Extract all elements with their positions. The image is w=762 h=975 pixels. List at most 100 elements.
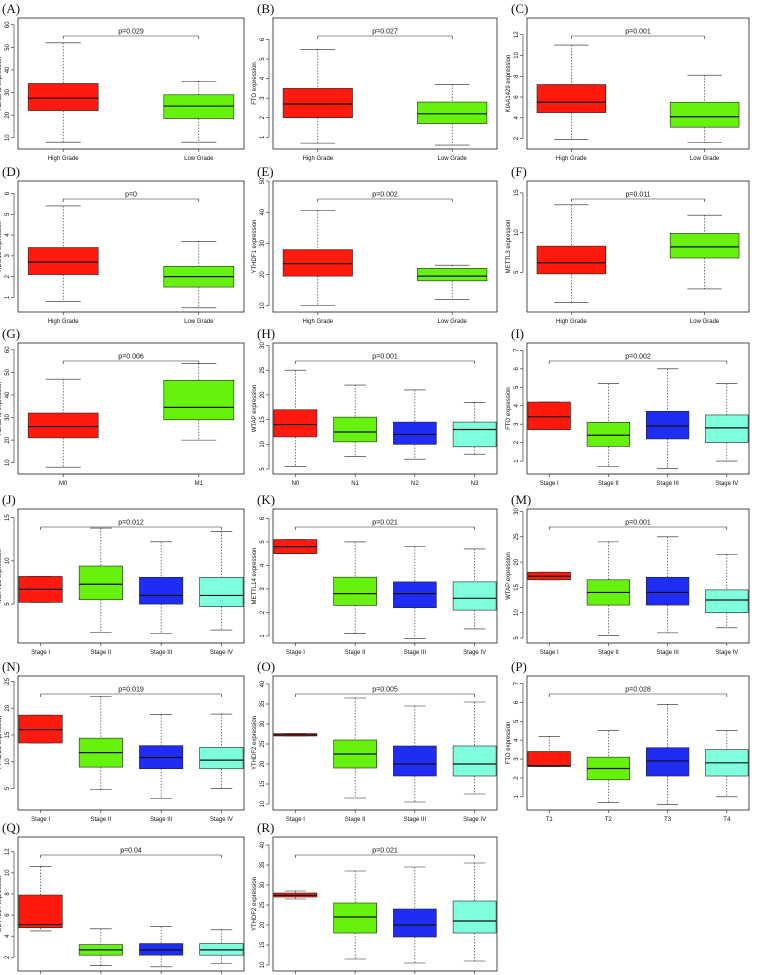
p-value-label: p=0.027: [372, 29, 398, 36]
x-tick-label: Stage I: [286, 817, 305, 823]
panel-h: (H) 5 10 15 20 25 30 WTAP expression N0 N1 N2 N3 p=0…: [252, 326, 498, 487]
panel-label: (H): [257, 326, 275, 341]
box-iqr: [27, 412, 99, 439]
y-tick-label: 6: [5, 191, 11, 195]
panel-label: (E): [257, 164, 274, 179]
box-iqr: [536, 245, 607, 275]
plot-frame: [272, 180, 498, 313]
box-iqr: [536, 84, 607, 113]
box-stage-iv: [199, 713, 244, 789]
x-tick-label: Stage III: [150, 817, 173, 823]
y-tick-label: 25: [5, 677, 11, 684]
y-tick-label: 3: [514, 757, 520, 761]
y-tick-label: 35: [260, 861, 266, 868]
box-t2: [333, 870, 377, 960]
box-low-grade: [163, 80, 235, 143]
y-axis-label: METTL14 expression: [0, 875, 3, 932]
box-stage-i: [527, 571, 571, 581]
y-axis-label: ALKBH5 expression: [0, 57, 3, 111]
p-value-label: p=0.005: [372, 687, 398, 694]
y-tick-label: 20: [260, 921, 266, 928]
plot-frame: [526, 675, 750, 811]
panel-j: (J) 5 10 15 METTL3 expression Stage I Stage II…: [0, 492, 245, 656]
box-iqr: [282, 88, 353, 119]
panel-m: (M) 5 10 15 20 25 30 WTAP expression Stage I Stag…: [506, 492, 750, 656]
y-tick-label: 40: [260, 208, 266, 215]
y-tick-label: 4: [514, 738, 520, 742]
p-value-label: p=0.006: [118, 354, 144, 361]
y-tick-label: 15: [260, 780, 266, 787]
x-tick-label: High Grade: [556, 319, 587, 325]
box-stage-ii: [78, 696, 123, 790]
box-iqr: [139, 576, 184, 605]
y-tick-label: 40: [260, 841, 266, 848]
x-tick-label: Stage II: [345, 650, 366, 656]
y-tick-label: 20: [5, 436, 11, 443]
panel-n: (N) 5 10 15 20 25 YTHDC1 expression Stage I Stag…: [0, 659, 245, 823]
box-iqr: [705, 589, 749, 613]
x-tick-label: High Grade: [48, 156, 79, 162]
box-iqr: [393, 745, 437, 777]
x-tick-label: Stage IV: [715, 481, 738, 487]
panel-label: (K): [257, 492, 275, 507]
y-tick-label: 1: [260, 135, 266, 139]
y-tick-label: 5: [5, 602, 11, 606]
box-iqr: [393, 908, 437, 938]
box-iqr: [18, 894, 63, 929]
panel-b: (B) 1 2 3 4 5 6 FTO expression High Grade Low Gra…: [252, 1, 498, 162]
x-tick-label: N0: [292, 481, 300, 487]
box-iqr: [333, 902, 377, 934]
p-value-label: p=0.04: [120, 848, 142, 855]
box-iqr: [669, 233, 740, 259]
y-tick-label: 3: [514, 422, 520, 426]
box-stage-i: [527, 401, 571, 431]
y-tick-label: 1: [5, 295, 11, 299]
y-axis-label: FTO expression: [506, 387, 512, 430]
panel-label: (J): [2, 492, 16, 507]
x-tick-label: High Grade: [556, 156, 587, 162]
y-tick-label: 40: [260, 680, 266, 687]
box-iqr: [645, 410, 690, 440]
box-iqr: [705, 414, 749, 443]
p-value-label: p=0.002: [625, 354, 651, 361]
box-stage-iv: [705, 554, 749, 629]
box-iqr: [273, 409, 318, 438]
x-tick-label: Low Grade: [438, 156, 468, 162]
y-tick-label: 30: [260, 239, 266, 246]
x-tick-label: Stage III: [656, 481, 679, 487]
box-t2: [586, 730, 631, 803]
y-tick-label: 12: [5, 848, 11, 855]
y-tick-label: 5: [260, 540, 266, 544]
panel-label: (M): [511, 492, 531, 507]
box-high-grade: [282, 210, 353, 307]
box-stage-i: [18, 714, 63, 744]
y-tick-label: 25: [514, 533, 520, 540]
y-tick-label: 15: [5, 731, 11, 738]
y-tick-label: 5: [514, 719, 520, 723]
y-tick-label: 40: [5, 391, 11, 398]
box-t4: [199, 929, 244, 964]
y-tick-label: 2: [5, 274, 11, 278]
y-tick-label: 20: [260, 391, 266, 398]
y-axis-label: WTAP expression: [506, 552, 512, 599]
y-tick-label: 4: [514, 403, 520, 407]
box-t4: [452, 862, 497, 962]
p-value-label: p=0.021: [372, 848, 398, 855]
x-tick-label: Stage II: [91, 650, 112, 656]
x-tick-label: High Grade: [48, 319, 79, 325]
x-tick-label: N1: [351, 481, 359, 487]
y-tick-label: 6: [260, 516, 266, 520]
p-value-label: p=0.001: [625, 520, 651, 527]
plot-frame: [272, 675, 498, 811]
x-tick-label: T1: [546, 817, 554, 823]
y-axis-label: FTO expression: [506, 722, 512, 765]
y-tick-label: 30: [260, 720, 266, 727]
x-tick-label: High Grade: [302, 156, 333, 162]
box-iqr: [417, 268, 488, 282]
y-axis-label: METTL14 expression: [252, 547, 258, 604]
y-tick-label: 10: [260, 961, 266, 968]
box-t4: [705, 730, 749, 798]
y-tick-label: 20: [260, 760, 266, 767]
box-high-grade: [282, 48, 353, 144]
y-axis-label: FTO expression: [252, 62, 258, 105]
